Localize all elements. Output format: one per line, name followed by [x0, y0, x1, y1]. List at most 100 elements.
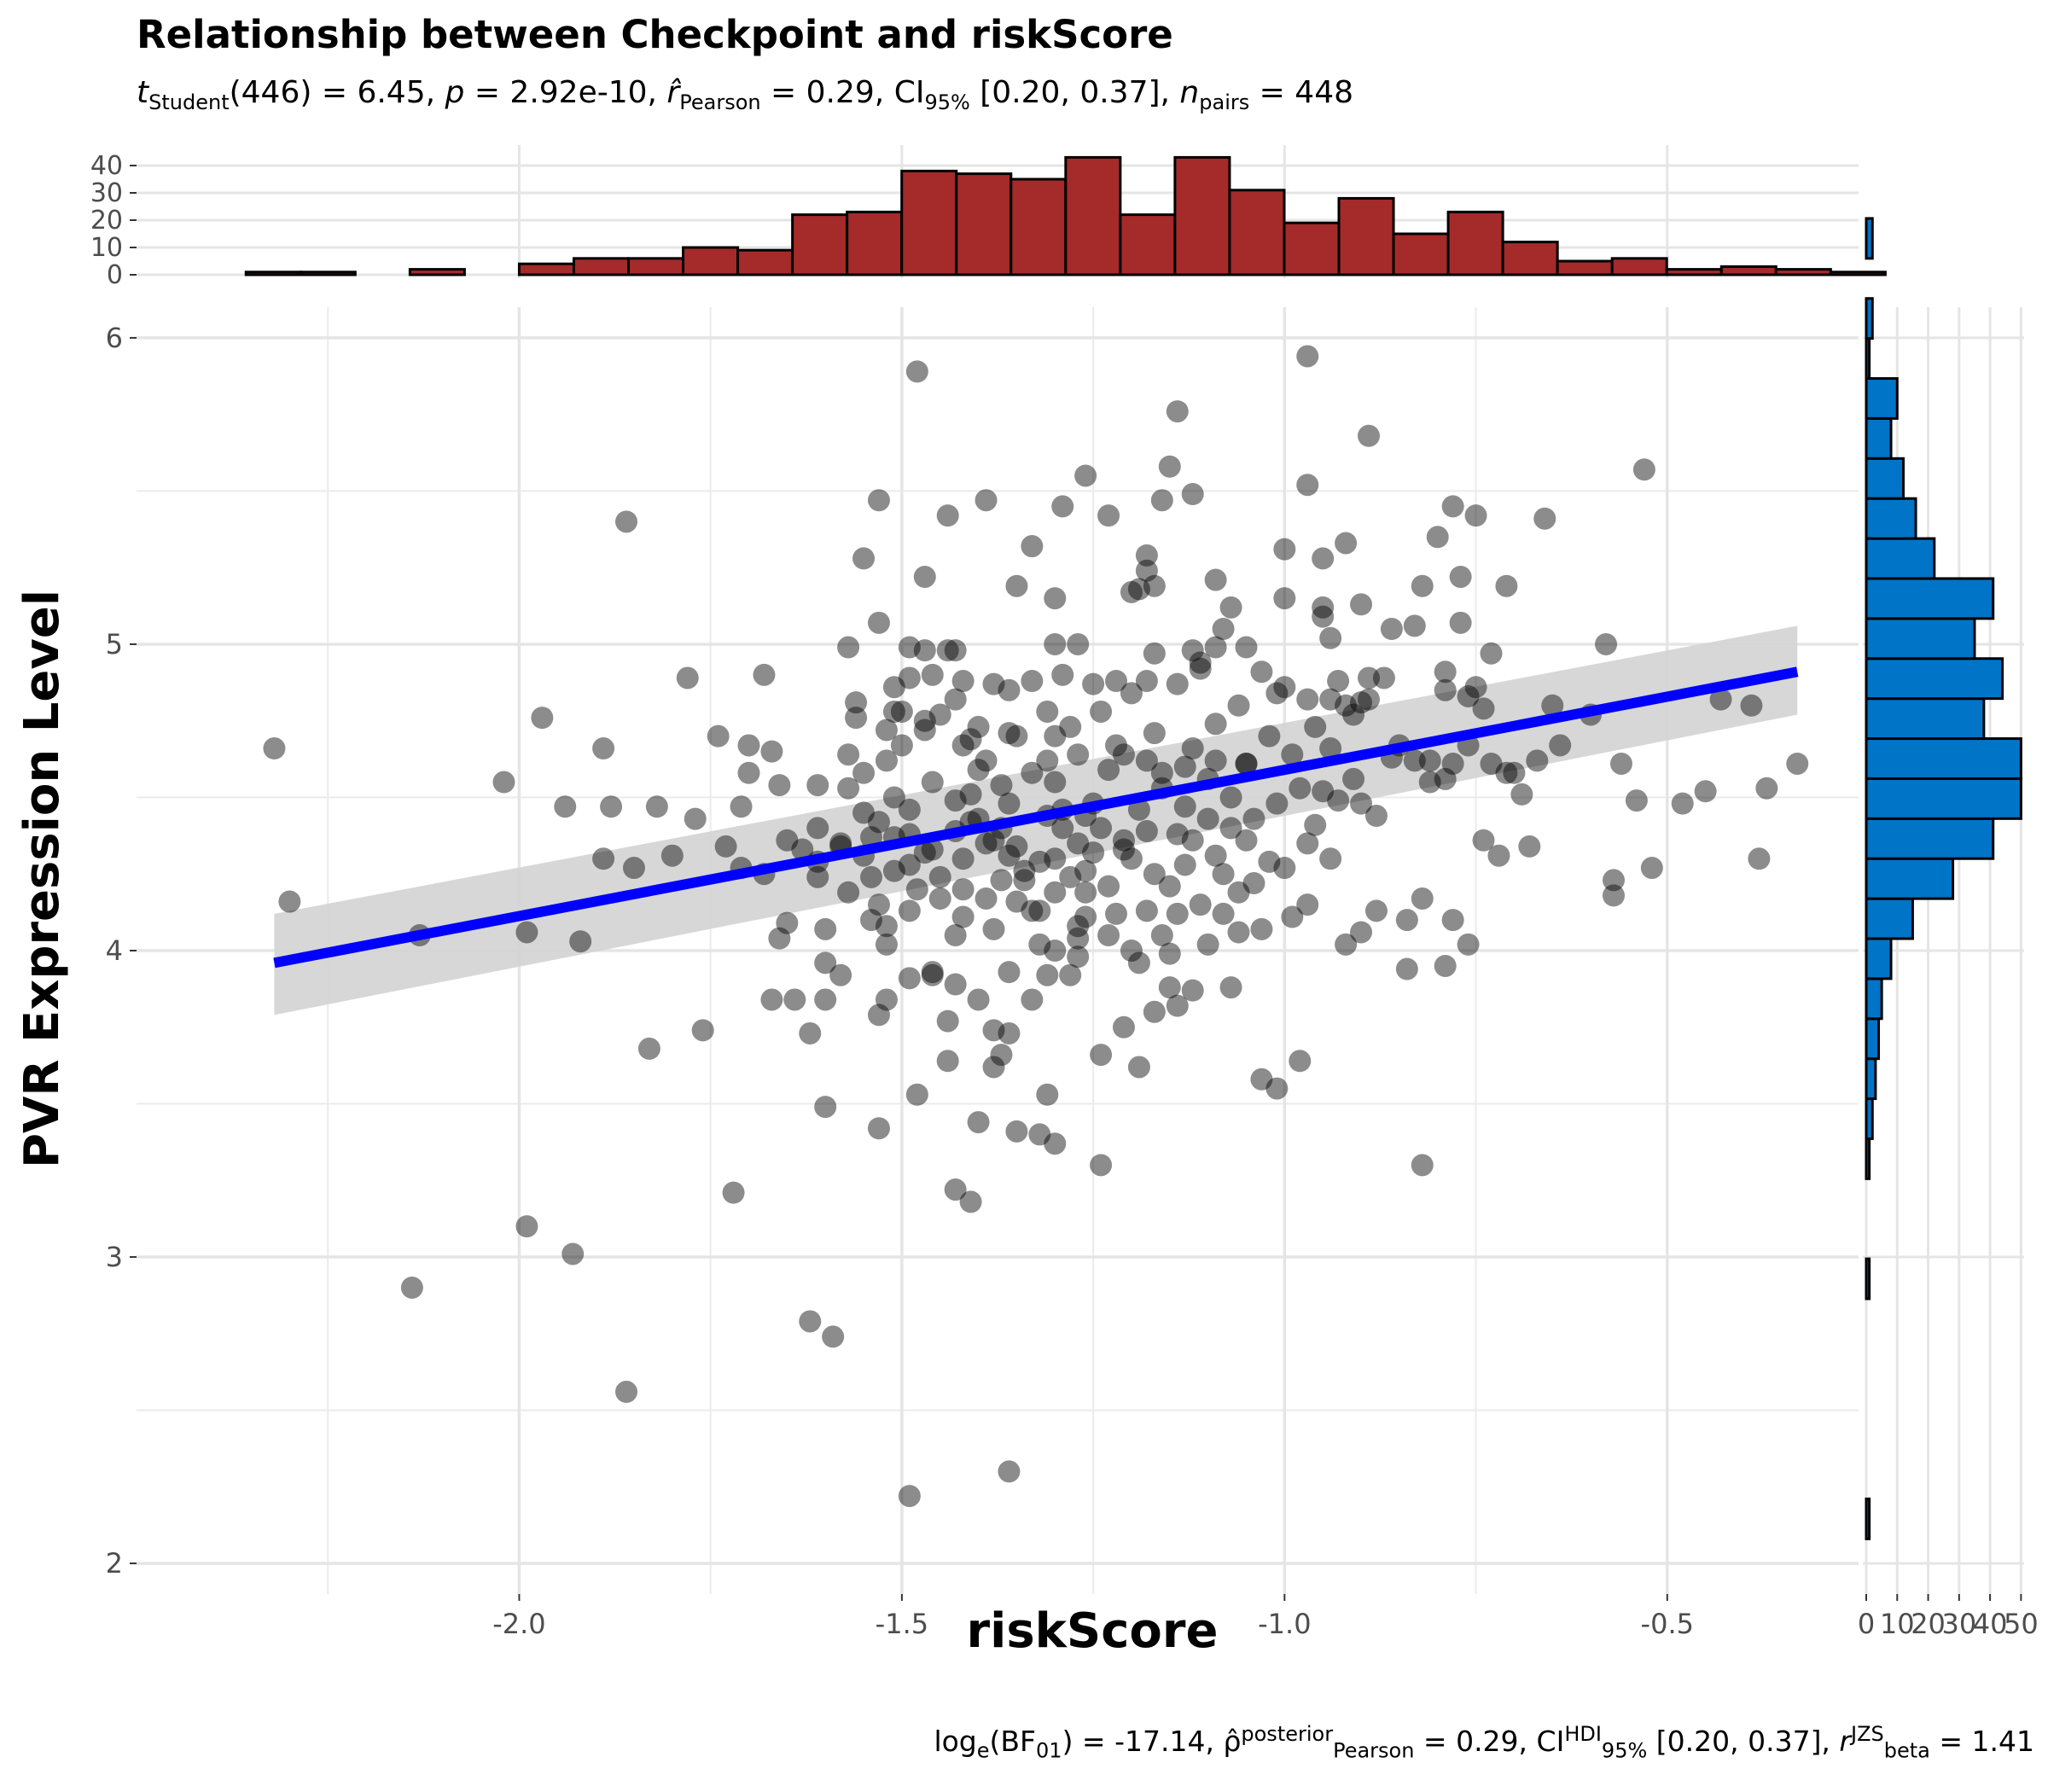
axes: -2.0 -1.5 -1.0 -0.5 2 3 4 5 6	[106, 322, 1694, 1640]
data-point	[1395, 957, 1418, 980]
data-point	[592, 847, 615, 870]
right-hist-bar	[1865, 657, 2004, 701]
data-point	[1127, 1056, 1150, 1079]
right-hist-bar	[1865, 577, 1995, 620]
x-tick-label: -2.0	[492, 1608, 545, 1640]
data-point	[1021, 670, 1044, 693]
data-point	[737, 761, 760, 784]
right-hist-bar	[1865, 337, 1871, 381]
data-point	[967, 759, 990, 782]
data-point	[1350, 792, 1373, 815]
data-point	[1021, 535, 1044, 558]
data-point	[1067, 915, 1090, 938]
data-point	[1518, 835, 1541, 858]
data-point	[921, 838, 944, 861]
data-point	[1342, 703, 1365, 726]
data-point	[1296, 832, 1319, 855]
data-point	[921, 663, 944, 686]
data-point	[898, 666, 921, 689]
data-point	[1755, 777, 1778, 800]
top-hist-tick-label: 40	[90, 151, 123, 181]
data-point	[1258, 724, 1281, 748]
data-point	[1786, 752, 1809, 775]
top-hist-bar	[517, 262, 575, 276]
data-point	[837, 636, 860, 659]
data-point	[1044, 881, 1067, 904]
data-point	[1166, 400, 1189, 423]
data-point	[959, 728, 982, 751]
top-hist-bar	[1173, 155, 1231, 276]
data-point	[936, 1009, 959, 1033]
data-point	[1044, 847, 1067, 870]
data-point	[592, 737, 615, 760]
data-point	[1021, 761, 1044, 784]
data-point	[1350, 593, 1373, 616]
data-point	[1166, 902, 1189, 925]
data-point	[263, 737, 286, 760]
data-point	[1533, 507, 1556, 530]
data-point	[1204, 636, 1227, 659]
y-tick-label: 3	[106, 1241, 123, 1273]
data-point	[1632, 458, 1655, 481]
data-point	[905, 360, 928, 383]
data-point	[1380, 618, 1403, 640]
top-hist-bar	[1228, 189, 1286, 276]
top-hist-bar	[1501, 241, 1559, 276]
stat-p-text: = 2.92e-10,	[464, 75, 667, 110]
right-hist-bar	[1865, 1257, 1871, 1300]
data-point	[1312, 780, 1335, 803]
data-point	[1181, 979, 1204, 1002]
data-point	[905, 1083, 928, 1106]
data-point	[1105, 902, 1128, 925]
data-point	[1510, 783, 1533, 806]
top-hist-bar	[1119, 213, 1177, 276]
right-hist-bar	[1865, 617, 1976, 660]
top-hist-bar	[1610, 257, 1668, 276]
data-point	[990, 1044, 1013, 1067]
data-point	[1044, 587, 1067, 610]
data-point	[975, 749, 998, 772]
data-point	[829, 963, 852, 986]
data-point	[898, 899, 921, 922]
data-point	[944, 973, 967, 996]
scatter-points	[263, 345, 1809, 1508]
data-point	[1036, 749, 1059, 772]
data-point	[1357, 666, 1380, 689]
data-point	[1021, 988, 1044, 1011]
data-point	[1426, 526, 1449, 549]
data-point	[959, 783, 982, 806]
x-tick-label: -1.5	[876, 1608, 928, 1640]
data-point	[1212, 618, 1235, 640]
data-point	[951, 847, 975, 870]
data-point	[1495, 574, 1518, 597]
data-point	[1158, 875, 1181, 898]
data-point	[707, 724, 730, 748]
data-point	[998, 792, 1021, 815]
stat-n-label: n	[1179, 75, 1200, 110]
data-point	[1212, 902, 1235, 925]
data-point	[998, 844, 1021, 867]
stat-t-label: t	[137, 75, 149, 110]
data-point	[1319, 847, 1342, 870]
data-point	[913, 841, 936, 864]
data-point	[1434, 767, 1457, 790]
right-hist-bar	[1865, 377, 1899, 420]
top-hist-bar	[1009, 177, 1068, 276]
data-point	[921, 771, 944, 794]
right-hist-bar	[1865, 697, 1986, 741]
right-hist-bar	[1865, 737, 2022, 780]
data-point	[1503, 761, 1526, 784]
data-point	[1289, 1050, 1312, 1073]
data-point	[1411, 574, 1434, 597]
data-point	[1143, 574, 1166, 597]
data-point	[921, 963, 944, 986]
data-point	[898, 798, 921, 821]
data-point	[1609, 752, 1632, 775]
stat-r-label: r̂	[666, 75, 680, 110]
data-point	[1067, 743, 1090, 766]
data-point	[1342, 767, 1365, 790]
data-point	[1449, 611, 1472, 634]
data-point	[1090, 817, 1113, 840]
data-point	[998, 1021, 1021, 1044]
